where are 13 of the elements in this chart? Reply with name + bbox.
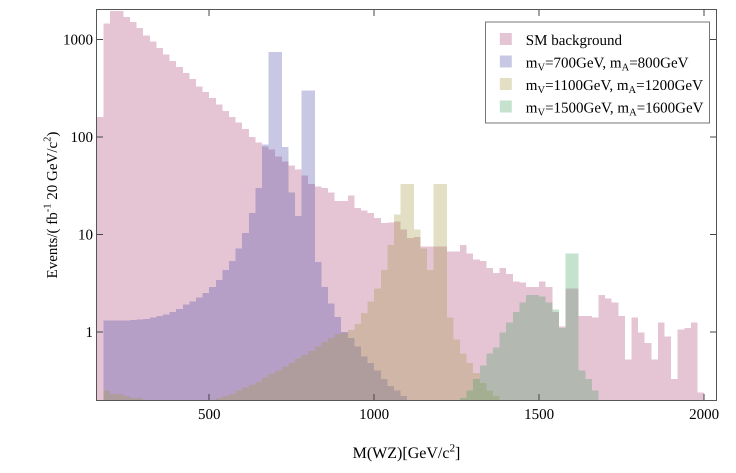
legend-label: m$_{V}$=1500GeV, m$_{A}$=1600GeV bbox=[526, 100, 704, 118]
x-axis-title: M(WZ)[GeV/c$^{2}$] bbox=[352, 442, 460, 462]
y-tick-label: 1 bbox=[86, 325, 93, 342]
legend-label: m$_{V}$=700GeV, m$_{A}$=800GeV bbox=[526, 55, 689, 74]
y-tick-label: 1000 bbox=[63, 32, 93, 49]
legend-label: SM background bbox=[526, 32, 623, 49]
x-tick-label: 500 bbox=[198, 407, 220, 423]
x-tick-label: 2000 bbox=[689, 407, 720, 423]
x-tick-label: 1000 bbox=[359, 407, 390, 423]
y-tick-label: 100 bbox=[70, 130, 93, 146]
x-tick-label: 1500 bbox=[524, 407, 554, 423]
y-tick-label: 10 bbox=[78, 228, 93, 244]
legend-label: m$_{V}$=1100GeV, m$_{A}$=1200GeV bbox=[526, 78, 704, 96]
